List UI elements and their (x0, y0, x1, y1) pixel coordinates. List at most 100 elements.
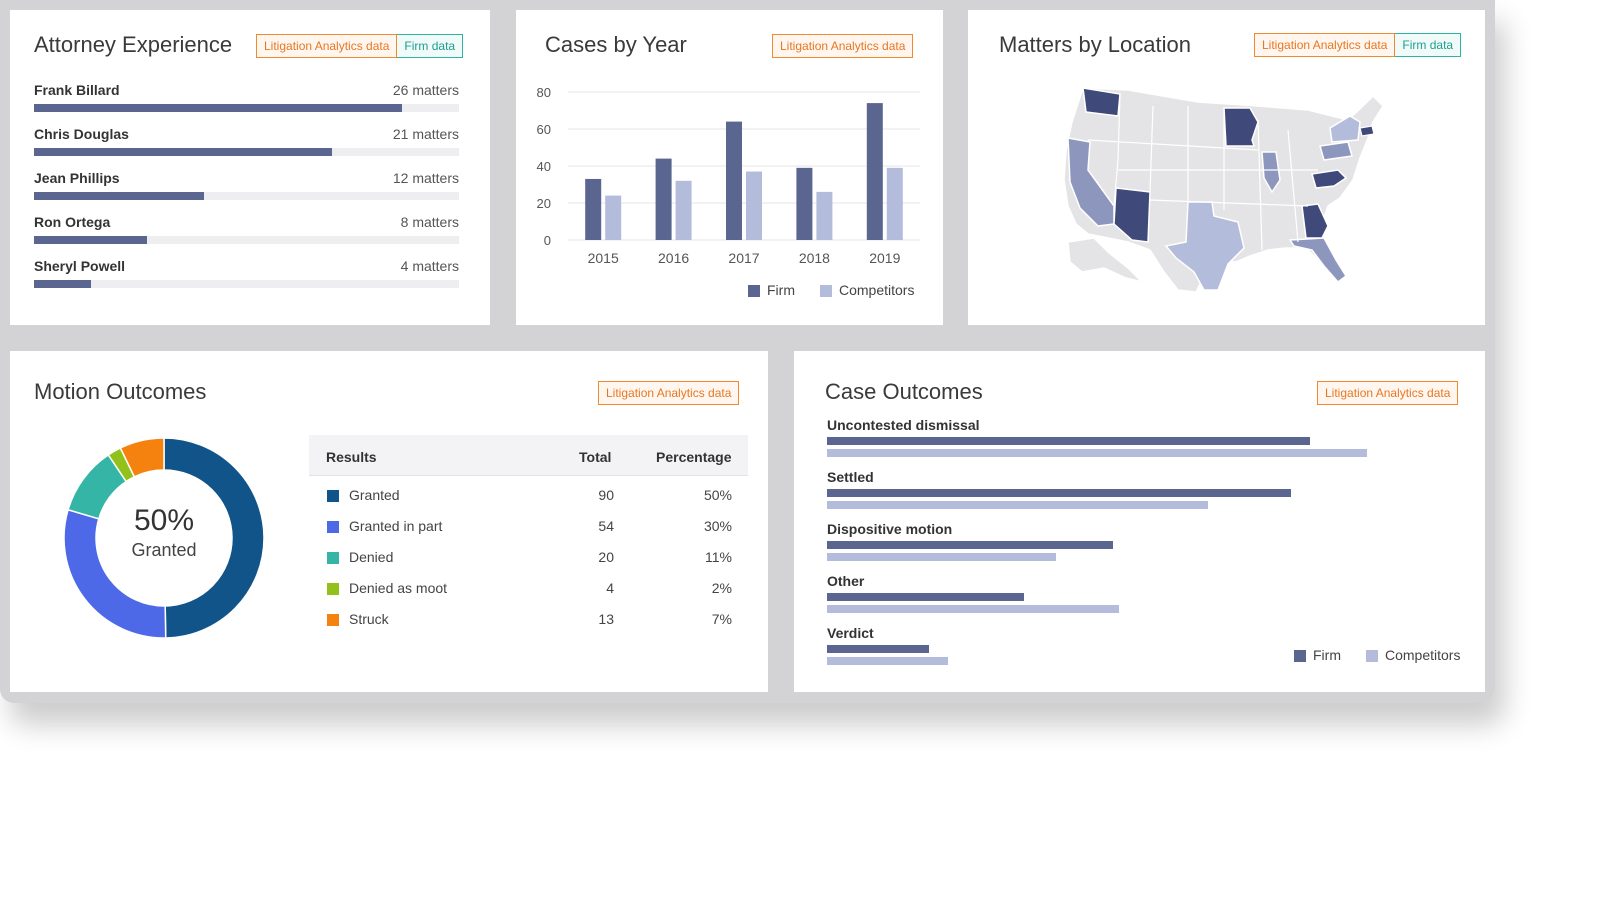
donut-slice-struck (119, 437, 165, 478)
result-total: 54 (598, 518, 614, 534)
litigation-analytics-badge: Litigation Analytics data (1317, 381, 1459, 405)
state-pennsylvania (1319, 141, 1353, 161)
data-source-badge: Litigation Analytics data (1317, 381, 1459, 405)
donut-center-label: Granted (131, 540, 197, 560)
data-source-badge: Litigation Analytics data Firm data (256, 34, 464, 58)
state-new-york (1329, 115, 1361, 143)
state-texas (1164, 201, 1245, 291)
litigation-analytics-badge: Litigation Analytics data (598, 381, 740, 405)
outcome-bar-firm (827, 437, 1310, 445)
result-percentage: 2% (711, 580, 732, 596)
bar-competitors-2017 (746, 171, 762, 240)
attorney-bar-fill (34, 192, 204, 200)
col-percentage: Percentage (656, 449, 732, 465)
result-total: 4 (606, 580, 614, 596)
legend-firm-swatch (1294, 650, 1306, 662)
bar-firm-2019 (866, 103, 883, 240)
attorney-name: Chris Douglas (34, 126, 129, 142)
result-percentage: 7% (711, 611, 732, 627)
legend-firm-label: Firm (767, 282, 795, 298)
outcome-bar-firm (827, 593, 1024, 601)
attorney-bar-track (34, 104, 459, 112)
bar-firm-2016 (655, 158, 672, 240)
outcome-label: Settled (827, 469, 874, 485)
cases-by-year-chart: 0 20 40 60 80 2015 2016 2017 2018 2019 (537, 85, 920, 266)
firm-data-badge: Firm data (397, 34, 464, 58)
state-arizona (1113, 187, 1151, 243)
result-color-swatch (327, 614, 339, 626)
attorney-name: Ron Ortega (34, 214, 111, 230)
x-tick-label: 2016 (658, 250, 689, 266)
result-label: Denied (349, 549, 394, 565)
outcome-label: Uncontested dismissal (827, 417, 980, 433)
result-total: 90 (598, 487, 614, 503)
data-source-badge: Litigation Analytics data Firm data (1254, 33, 1462, 57)
state-massachusetts (1359, 125, 1375, 137)
outcome-bar-firm (827, 645, 929, 653)
result-percentage: 30% (703, 518, 732, 534)
results-table: Results Total Percentage Granted 90 50% Gra… (309, 435, 748, 645)
result-color-swatch (327, 490, 339, 502)
result-color-swatch (327, 583, 339, 595)
legend-firm-swatch (748, 285, 760, 297)
x-tick-label: 2019 (869, 250, 900, 266)
table-header-row: Results Total Percentage (309, 435, 748, 476)
attorney-matter-count: 4 matters (400, 258, 459, 274)
litigation-analytics-badge: Litigation Analytics data (256, 34, 398, 58)
state-virginia (1311, 169, 1348, 189)
col-total: Total (579, 449, 612, 465)
x-tick-label: 2015 (588, 250, 619, 266)
attorney-bar-track (34, 192, 459, 200)
attorney-bar-track (34, 236, 459, 244)
y-tick-label: 20 (537, 196, 551, 211)
bar-competitors-2019 (886, 167, 903, 240)
case-outcomes-panel: Case Outcomes Litigation Analytics data … (794, 351, 1485, 692)
attorney-bar-track (34, 280, 459, 288)
legend-firm-label: Firm (1313, 647, 1341, 663)
attorney-name: Sheryl Powell (34, 258, 126, 274)
bar-competitors-2018 (816, 191, 833, 240)
state-minnesota (1223, 107, 1259, 147)
x-tick-label: 2018 (799, 250, 830, 266)
result-color-swatch (327, 552, 339, 564)
outcome-bar-competitors (827, 605, 1120, 613)
attorney-bar-fill (34, 148, 332, 156)
outcome-bar-competitors (827, 449, 1367, 457)
result-label: Granted (349, 487, 400, 503)
attorney-matter-count: 21 matters (392, 126, 459, 142)
state-washington (1082, 87, 1121, 117)
y-tick-label: 60 (537, 122, 551, 137)
attorney-matter-count: 8 matters (400, 214, 459, 230)
y-tick-label: 80 (537, 85, 551, 100)
attorney-experience-panel: Attorney Experience Litigation Analytics… (10, 10, 490, 325)
bar-competitors-2016 (675, 180, 692, 240)
motion-outcomes-panel: Motion Outcomes Litigation Analytics dat… (10, 351, 768, 692)
outcome-label: Verdict (827, 625, 874, 641)
result-label: Denied as moot (349, 580, 448, 596)
donut-slice-granted (163, 437, 265, 639)
state-florida (1288, 237, 1348, 284)
attorney-bar-fill (34, 236, 148, 244)
state-borders (1087, 93, 1318, 251)
us-choropleth-map (1063, 87, 1384, 293)
result-total: 20 (598, 549, 614, 565)
firm-data-badge: Firm data (1395, 33, 1462, 57)
data-source-badge: Litigation Analytics data (598, 381, 740, 405)
attorney-name: Jean Phillips (34, 170, 120, 186)
state-illinois (1261, 151, 1281, 194)
result-color-swatch (327, 521, 339, 533)
litigation-analytics-badge: Litigation Analytics data (772, 34, 914, 58)
attorney-name: Frank Billard (34, 82, 120, 98)
panel-title: Case Outcomes (825, 379, 983, 404)
x-tick-label: 2017 (728, 250, 759, 266)
attorney-matter-count: 12 matters (392, 170, 459, 186)
panel-title: Cases by Year (545, 32, 687, 57)
data-source-badge: Litigation Analytics data (772, 34, 914, 58)
outcome-bar-competitors (827, 657, 948, 665)
cases-by-year-panel: Cases by Year Litigation Analytics data … (516, 10, 943, 325)
legend-competitors-swatch (820, 285, 832, 297)
attorney-matter-count: 26 matters (392, 82, 459, 98)
litigation-analytics-badge: Litigation Analytics data (1254, 33, 1396, 57)
result-label: Struck (349, 611, 389, 627)
outcome-bar-competitors (827, 553, 1056, 561)
